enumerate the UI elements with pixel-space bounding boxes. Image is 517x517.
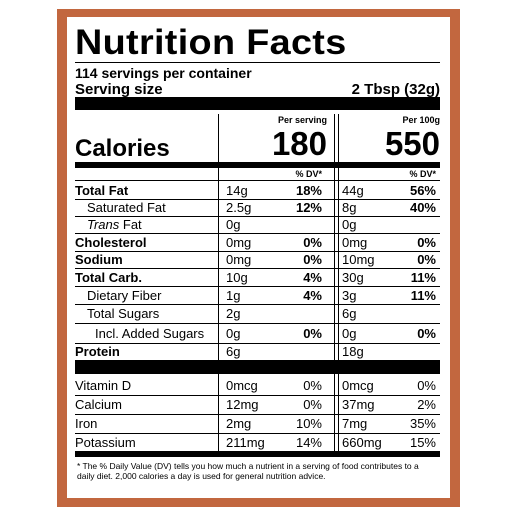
amount: 211mg (226, 434, 265, 450)
amount: 44g (342, 183, 364, 198)
column-header: Per 100g (402, 115, 440, 125)
amount: 660mg (342, 434, 382, 450)
daily-value: 0% (417, 252, 436, 267)
rule (75, 97, 440, 110)
rule (75, 395, 440, 396)
calories-value: 550 (384, 125, 440, 162)
amount: 0mg (342, 234, 368, 250)
nutrient-name: Protein (75, 344, 120, 359)
nutrient-name: Total Fat (75, 183, 129, 198)
amount: 18g (342, 344, 364, 359)
daily-value: 11% (410, 287, 436, 303)
rule (75, 251, 440, 252)
rule (75, 343, 440, 344)
amount: 10mg (342, 252, 375, 267)
amount: 0g (342, 217, 357, 232)
rule (75, 180, 440, 181)
daily-value: 4% (303, 287, 322, 303)
nutrient-name: Cholesterol (75, 234, 147, 250)
nutrient-name: Total Sugars (87, 306, 160, 321)
daily-value: 10% (295, 416, 322, 431)
amount: 12mg (226, 397, 259, 412)
amount: 3g (342, 287, 357, 303)
daily-value: 11% (410, 269, 436, 285)
nutrient-name: Saturated Fat (87, 200, 166, 215)
amount: 0g (226, 217, 241, 232)
daily-value: 2% (417, 397, 436, 412)
daily-value: 0% (303, 377, 322, 393)
rule (75, 360, 440, 374)
dv-header: % DV* (409, 169, 436, 179)
amount: 0mg (226, 252, 252, 267)
amount: 14g (226, 183, 248, 198)
amount: 2g (226, 306, 241, 321)
title: Nutrition Facts (75, 23, 347, 62)
daily-value: 56% (409, 183, 436, 198)
amount: 0g (226, 325, 241, 341)
rule (75, 233, 440, 234)
daily-value: 0% (303, 234, 322, 250)
rule (75, 268, 440, 269)
daily-value: 14% (295, 434, 322, 450)
rule (75, 162, 440, 168)
calories-value: 180 (271, 125, 327, 162)
amount: 0mg (226, 234, 252, 250)
daily-value: 0% (303, 325, 322, 341)
rule (75, 433, 440, 434)
daily-value: 0% (417, 234, 436, 250)
amount: 2mg (226, 416, 252, 431)
amount: 0g (342, 325, 357, 341)
nutrient-name: Iron (75, 416, 98, 431)
nutrient-name: Incl. Added Sugars (95, 325, 205, 341)
amount: 0mcg (226, 377, 258, 393)
column-header: Per serving (277, 115, 327, 125)
nutrient-name: Potassium (75, 434, 136, 450)
rule (218, 114, 219, 451)
daily-value: 40% (409, 200, 436, 215)
rule (334, 114, 335, 451)
serving-size-label: Serving size (75, 81, 163, 98)
daily-value: 35% (409, 416, 436, 431)
rule (75, 286, 440, 287)
daily-value: 0% (303, 252, 322, 267)
rule (75, 216, 440, 217)
servings: 114 servings per container (75, 65, 252, 81)
nutrient-name: Sodium (75, 252, 123, 267)
amount: 6g (342, 306, 357, 321)
dv-header: % DV* (295, 169, 322, 179)
amount: 37mg (342, 397, 375, 412)
serving-size: 2 Tbsp (32g) (351, 81, 440, 98)
daily-value: 15% (409, 434, 436, 450)
daily-value: 4% (303, 269, 322, 285)
nutrient-name: Vitamin D (75, 377, 132, 393)
footnote: * The % Daily Value (DV) tells you how m… (77, 461, 419, 481)
amount: 2.5g (226, 200, 252, 215)
nutrient-name: Dietary Fiber (87, 287, 162, 303)
amount: 8g (342, 200, 357, 215)
amount: 30g (342, 269, 364, 285)
daily-value: 18% (295, 183, 322, 198)
rule (338, 114, 339, 451)
calories-label: Calories (75, 135, 170, 162)
rule (75, 451, 440, 457)
daily-value: 0% (417, 377, 436, 393)
daily-value: 0% (303, 397, 322, 412)
nutrient-name: Total Carb. (75, 269, 142, 285)
rule (75, 323, 440, 324)
nutrient-name: Trans Fat (87, 217, 142, 232)
daily-value: 0% (417, 325, 436, 341)
amount: 1g (226, 287, 241, 303)
daily-value: 12% (295, 200, 322, 215)
rule (75, 414, 440, 415)
rule (75, 304, 440, 305)
amount: 7mg (342, 416, 368, 431)
amount: 10g (226, 269, 248, 285)
amount: 6g (226, 344, 241, 359)
nutrient-name: Calcium (75, 397, 122, 412)
rule (75, 199, 440, 200)
rule (75, 62, 440, 63)
amount: 0mcg (342, 377, 374, 393)
